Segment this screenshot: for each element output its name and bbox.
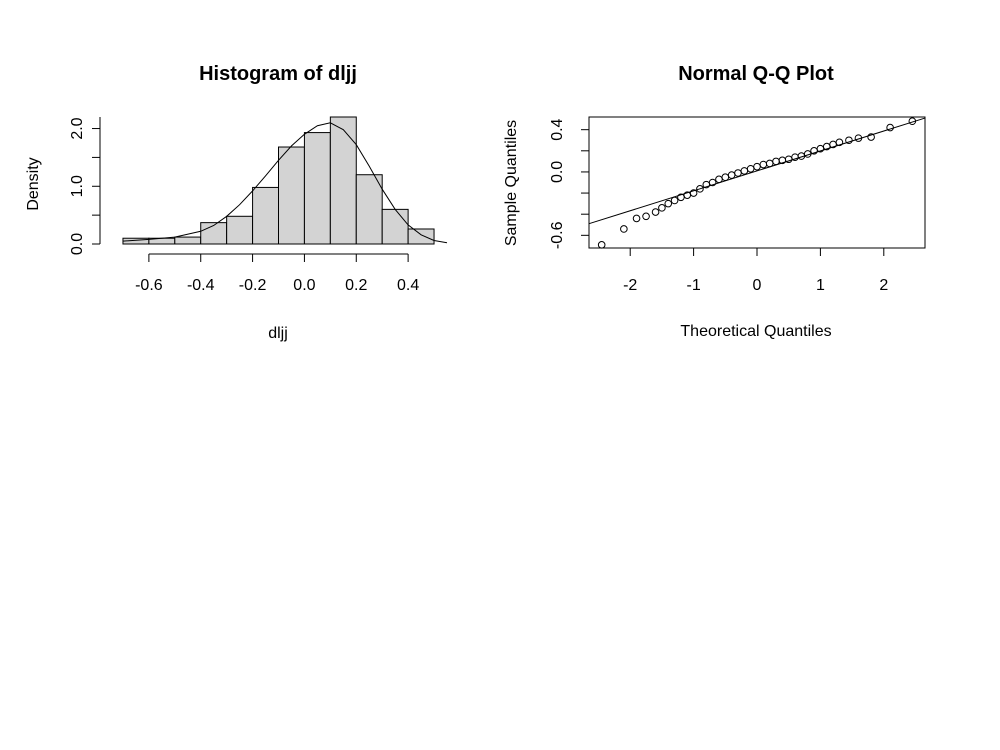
qq-point bbox=[740, 167, 749, 175]
qq-point bbox=[696, 185, 704, 193]
histogram-bar bbox=[355, 174, 383, 245]
qq-point bbox=[651, 208, 660, 216]
qq-point bbox=[727, 171, 736, 179]
qq-point bbox=[658, 204, 666, 212]
histogram-bar bbox=[407, 228, 435, 245]
histogram-x-tick-label: 0.4 bbox=[397, 277, 419, 294]
qq-x-tick-label: 1 bbox=[816, 277, 825, 294]
qq-point bbox=[670, 196, 679, 205]
histogram-x-tick-label: -0.6 bbox=[135, 277, 163, 294]
qq-y-tick-label: -0.6 bbox=[549, 221, 566, 249]
qq-y-tick-label: 0.0 bbox=[549, 161, 566, 183]
histogram-x-axis-label: dljj bbox=[268, 325, 288, 342]
qq-point bbox=[908, 117, 917, 126]
qq-point bbox=[886, 123, 894, 132]
histogram-bar bbox=[329, 116, 357, 245]
qq-x-tick-label: 2 bbox=[879, 277, 888, 294]
qq-point bbox=[765, 159, 774, 168]
qq-point bbox=[715, 175, 723, 184]
histogram-x-tick-label: -0.2 bbox=[239, 277, 267, 294]
qq-point bbox=[721, 173, 730, 182]
qq-point bbox=[835, 138, 844, 147]
qq-y-axis-label: Sample Quantiles bbox=[503, 120, 520, 246]
histogram-y-tick-label: 1.0 bbox=[69, 175, 86, 197]
qq-reference-line bbox=[588, 117, 926, 225]
qq-point bbox=[664, 199, 673, 208]
qq-point bbox=[642, 212, 650, 221]
qq-point bbox=[753, 162, 761, 171]
qq-x-tick-label: 0 bbox=[753, 277, 762, 294]
qq-point bbox=[845, 136, 853, 145]
histogram-bar bbox=[303, 132, 331, 245]
qq-y-tick-label: 0.4 bbox=[549, 118, 566, 140]
qq-point bbox=[597, 241, 606, 249]
histogram-bar bbox=[278, 146, 305, 245]
histogram-bar bbox=[252, 186, 279, 245]
qq-plot-panel: Normal Q-Q Plot Theoretical Quantiles Sa… bbox=[503, 63, 926, 340]
qq-point bbox=[689, 189, 698, 197]
histogram-x-tick-label: -0.4 bbox=[187, 277, 215, 294]
qq-point bbox=[620, 225, 628, 233]
histogram-bar bbox=[226, 215, 254, 245]
histogram-bar bbox=[174, 236, 202, 245]
qq-plot-title: Normal Q-Q Plot bbox=[678, 63, 834, 85]
qq-point bbox=[772, 157, 780, 166]
density-curve bbox=[122, 122, 448, 244]
histogram-y-tick-label: 2.0 bbox=[69, 117, 86, 139]
histogram-x-tick-label: 0.0 bbox=[293, 277, 315, 294]
qq-point bbox=[867, 133, 875, 141]
qq-point bbox=[803, 150, 812, 158]
histogram-y-tick-label: 0.0 bbox=[69, 233, 86, 255]
histogram-x-tick-label: 0.2 bbox=[345, 277, 367, 294]
qq-point bbox=[632, 214, 641, 223]
qq-x-axis-label: Theoretical Quantiles bbox=[680, 323, 831, 340]
histogram-title: Histogram of dljj bbox=[199, 63, 357, 85]
qq-point bbox=[759, 160, 768, 169]
histogram-bar bbox=[381, 208, 409, 245]
qq-x-tick-label: -2 bbox=[623, 277, 637, 294]
histogram-y-axis-label: Density bbox=[25, 157, 42, 210]
qq-point bbox=[791, 153, 799, 161]
qq-point bbox=[746, 164, 755, 173]
histogram-panel: Histogram of dljj dljj Density -0.6 -0.4 -… bbox=[25, 63, 448, 342]
qq-x-tick-label: -1 bbox=[686, 277, 700, 294]
qq-point bbox=[854, 134, 863, 142]
qq-point bbox=[734, 169, 742, 177]
qq-point bbox=[708, 178, 717, 187]
qq-point bbox=[784, 155, 793, 164]
